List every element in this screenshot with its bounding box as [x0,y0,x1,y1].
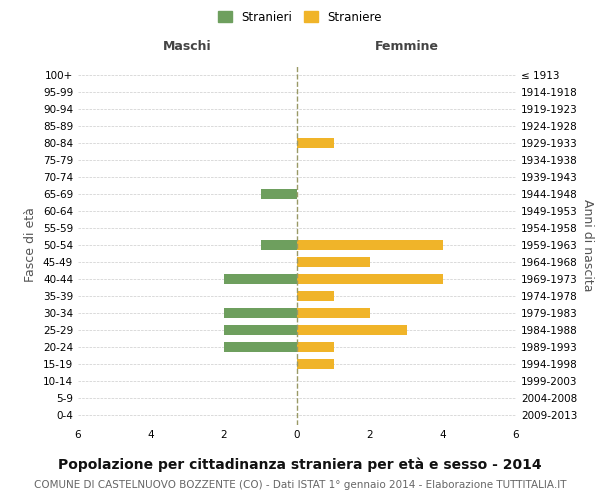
Bar [297,308,370,318]
Bar [260,240,297,250]
Bar [297,240,443,250]
Bar [224,342,297,352]
Bar [297,342,334,352]
Bar [297,257,370,267]
Bar [224,308,297,318]
Bar [297,359,334,369]
Bar [224,325,297,335]
Legend: Stranieri, Straniere: Stranieri, Straniere [213,6,387,28]
Y-axis label: Anni di nascita: Anni di nascita [581,198,594,291]
Bar [297,291,334,301]
Bar [224,274,297,284]
Bar [297,274,443,284]
Text: COMUNE DI CASTELNUOVO BOZZENTE (CO) - Dati ISTAT 1° gennaio 2014 - Elaborazione : COMUNE DI CASTELNUOVO BOZZENTE (CO) - Da… [34,480,566,490]
Bar [297,138,334,148]
Text: Femmine: Femmine [374,40,439,53]
Text: Maschi: Maschi [163,40,212,53]
Bar [260,189,297,199]
Y-axis label: Fasce di età: Fasce di età [25,208,37,282]
Bar [297,325,407,335]
Text: Popolazione per cittadinanza straniera per età e sesso - 2014: Popolazione per cittadinanza straniera p… [58,458,542,472]
